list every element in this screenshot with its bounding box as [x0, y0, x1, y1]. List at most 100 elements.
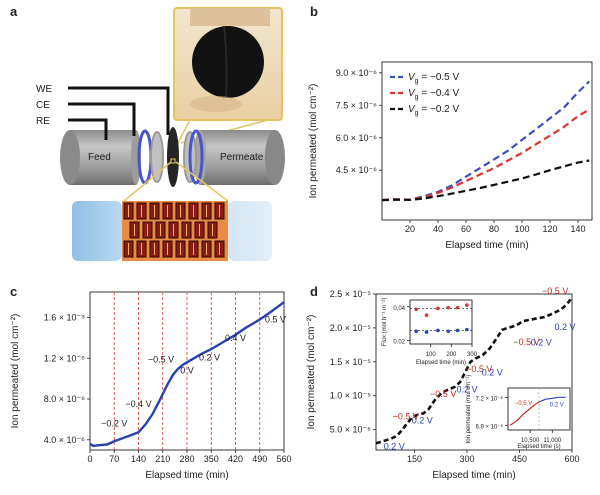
- x-tick-label: 0: [87, 454, 92, 464]
- voltage-annotation-8: 0.2 V: [531, 338, 552, 348]
- x-axis-label: Elapsed time (min): [145, 470, 228, 481]
- electrode-label-ce: CE: [36, 100, 50, 111]
- y-tick-label: 7.2 × 10⁻⁶: [476, 395, 504, 402]
- x-axis-label: Elapsed time (min): [445, 240, 528, 251]
- x-tick-label: 11,000: [543, 438, 562, 444]
- flux-point-0-5: [465, 303, 469, 307]
- y-axis-label: Ion permeated (mol cm⁻²): [466, 375, 472, 444]
- legend-label-2: Vg = −0.2 V: [408, 104, 459, 117]
- x-axis-label: Elapsed time (min): [416, 360, 466, 366]
- x-tick-label: 20: [405, 224, 415, 234]
- chart-b: 20 40 60 80 100 120 140 4.5 × 10⁻⁶ 6.0 × 10⁻⁶ 7.5…: [308, 61, 593, 251]
- y-tick-label: 0.02: [393, 340, 405, 346]
- permeation-line: [89, 301, 285, 448]
- y-tick-label: 1.5 × 10⁻⁵: [330, 357, 372, 367]
- plot-frame: [375, 293, 573, 451]
- x-tick-label: 350: [204, 454, 219, 464]
- voltage-annotation-3: −0.5 V: [430, 389, 456, 399]
- x-tick-label: 100: [426, 352, 437, 358]
- device-schematic: Feed Permeate WE CE RE: [36, 7, 285, 261]
- x-tick-label: 60: [461, 224, 471, 234]
- y-tick-label: 5.0 × 10⁻⁶: [330, 425, 372, 435]
- flux-point-1-0: [414, 329, 418, 334]
- x-tick-label: 70: [109, 454, 119, 464]
- x-tick-label: 490: [252, 454, 267, 464]
- zoom-annotation-0: −0.5 V: [515, 401, 533, 407]
- panel-label-b: b: [310, 4, 318, 19]
- flux-point-1-4: [455, 328, 460, 333]
- voltage-annotation-4: 0.2 V: [456, 384, 477, 394]
- panel-d: d 150 300 450 600 5.0 × 10⁻⁶ 1.0 × 10⁻⁵ 1.5 × …: [300, 282, 600, 490]
- x-tick-label: 100: [514, 224, 529, 234]
- chart-d: 150 300 450 600 5.0 × 10⁻⁶ 1.0 × 10⁻⁵ 1.5 × 10…: [306, 286, 580, 481]
- y-tick-label: 9.0 × 10⁻⁶: [336, 68, 378, 78]
- panel-c: c 0 70 140 210 280 350 420 490 560 4.0 × 10⁻⁶ 8.0 …: [0, 282, 300, 490]
- y-tick-label: 0.04: [393, 306, 405, 312]
- voltage-annotation-0: −0.2 V: [101, 419, 127, 429]
- flux-point-1-1: [424, 330, 429, 334]
- x-tick-label: 80: [489, 224, 499, 234]
- voltage-annotation-2: 0.2 V: [412, 416, 433, 426]
- zoom-series-0: [509, 401, 540, 426]
- flux-point-0-4: [455, 305, 460, 310]
- panel-label-a: a: [10, 4, 18, 19]
- y-tick-label: 7.5 × 10⁻⁶: [336, 100, 378, 110]
- voltage-annotation-6: 0.2 V: [482, 367, 503, 377]
- x-axis-label: Elapsed time (s): [517, 444, 560, 450]
- electrode-wires: [68, 86, 170, 140]
- voltage-annotation-5: −0.5 V: [466, 364, 492, 374]
- zoom-annotation-1: 0.2 V: [550, 403, 564, 409]
- y-axis-label: Flux (mol h⁻¹ m⁻²): [382, 298, 388, 347]
- flux-point-0-3: [446, 305, 451, 310]
- panel-a: a: [0, 0, 300, 280]
- x-axis-label: Elapsed time (min): [432, 470, 515, 481]
- y-axis-label: Ion permeated (mol cm⁻²): [308, 84, 319, 199]
- x-tick-label: 420: [228, 454, 243, 464]
- x-tick-label: 200: [446, 352, 457, 358]
- x-tick-label: 140: [131, 454, 146, 464]
- x-tick-label: 600: [564, 454, 579, 464]
- voltage-annotation-2: −0.5 V: [148, 354, 174, 364]
- electrode-label-we: WE: [36, 84, 52, 95]
- flux-point-0-0: [414, 307, 418, 312]
- x-tick-label: 450: [512, 454, 527, 464]
- y-tick-label: 6.0 × 10⁻⁶: [336, 133, 378, 143]
- x-tick-label: 280: [179, 454, 194, 464]
- flux-point-1-5: [465, 327, 469, 332]
- x-tick-label: 140: [570, 224, 585, 234]
- legend-label-1: Vg = −0.4 V: [408, 88, 459, 101]
- y-tick-label: 2.5 × 10⁻⁵: [330, 289, 372, 299]
- voltage-annotation-1: −0.5 V: [393, 411, 419, 421]
- series-line-0: [381, 80, 590, 202]
- y-tick-label: 4.0 × 10⁻⁶: [44, 435, 86, 445]
- chart-c: 0 70 140 210 280 350 420 490 560 4.0 × 10⁻⁶ 8.0 × …: [10, 291, 292, 481]
- flux-point-0-2: [436, 306, 440, 311]
- x-tick-label: 210: [155, 454, 170, 464]
- y-axis-label: Ion permeated (mol cm⁻²): [10, 314, 21, 429]
- y-tick-label: 8.0 × 10⁻⁶: [44, 394, 86, 404]
- voltage-annotation-3: 0 V: [180, 366, 194, 376]
- x-tick-label: 120: [542, 224, 557, 234]
- zoom-series-1: [538, 396, 566, 403]
- x-tick-label: 560: [276, 454, 291, 464]
- feed-label: Feed: [88, 152, 111, 163]
- x-tick-label: 150: [407, 454, 422, 464]
- voltage-annotation-9: −0.5 V: [542, 286, 568, 296]
- voltage-annotation-1: −0.4 V: [125, 399, 151, 409]
- panel-b: b 20 40 60 80 100 120 140 4.5 × 10⁻⁶ 6.0 × 10⁻⁶ 7…: [300, 0, 600, 280]
- permeate-label: Permeate: [220, 152, 264, 163]
- flux-point-1-3: [446, 329, 451, 334]
- y-tick-label: 2.0 × 10⁻⁵: [330, 323, 372, 333]
- pore-structure-diagram: [72, 201, 272, 261]
- y-tick-label: 1.6 × 10⁻⁵: [44, 312, 86, 322]
- y-tick-label: 4.5 × 10⁻⁶: [336, 165, 378, 175]
- flux-point-1-2: [436, 328, 440, 333]
- membrane-photo: [173, 7, 283, 121]
- voltage-annotation-7: −0.5 V: [513, 337, 539, 347]
- y-tick-label: 1.2 × 10⁻⁵: [44, 353, 86, 363]
- plot-frame: [381, 61, 593, 221]
- plot-frame: [409, 299, 473, 345]
- x-tick-label: 40: [433, 224, 443, 234]
- y-tick-label: 6.9 × 10⁻⁶: [476, 423, 504, 430]
- electrode-label-re: RE: [36, 116, 50, 127]
